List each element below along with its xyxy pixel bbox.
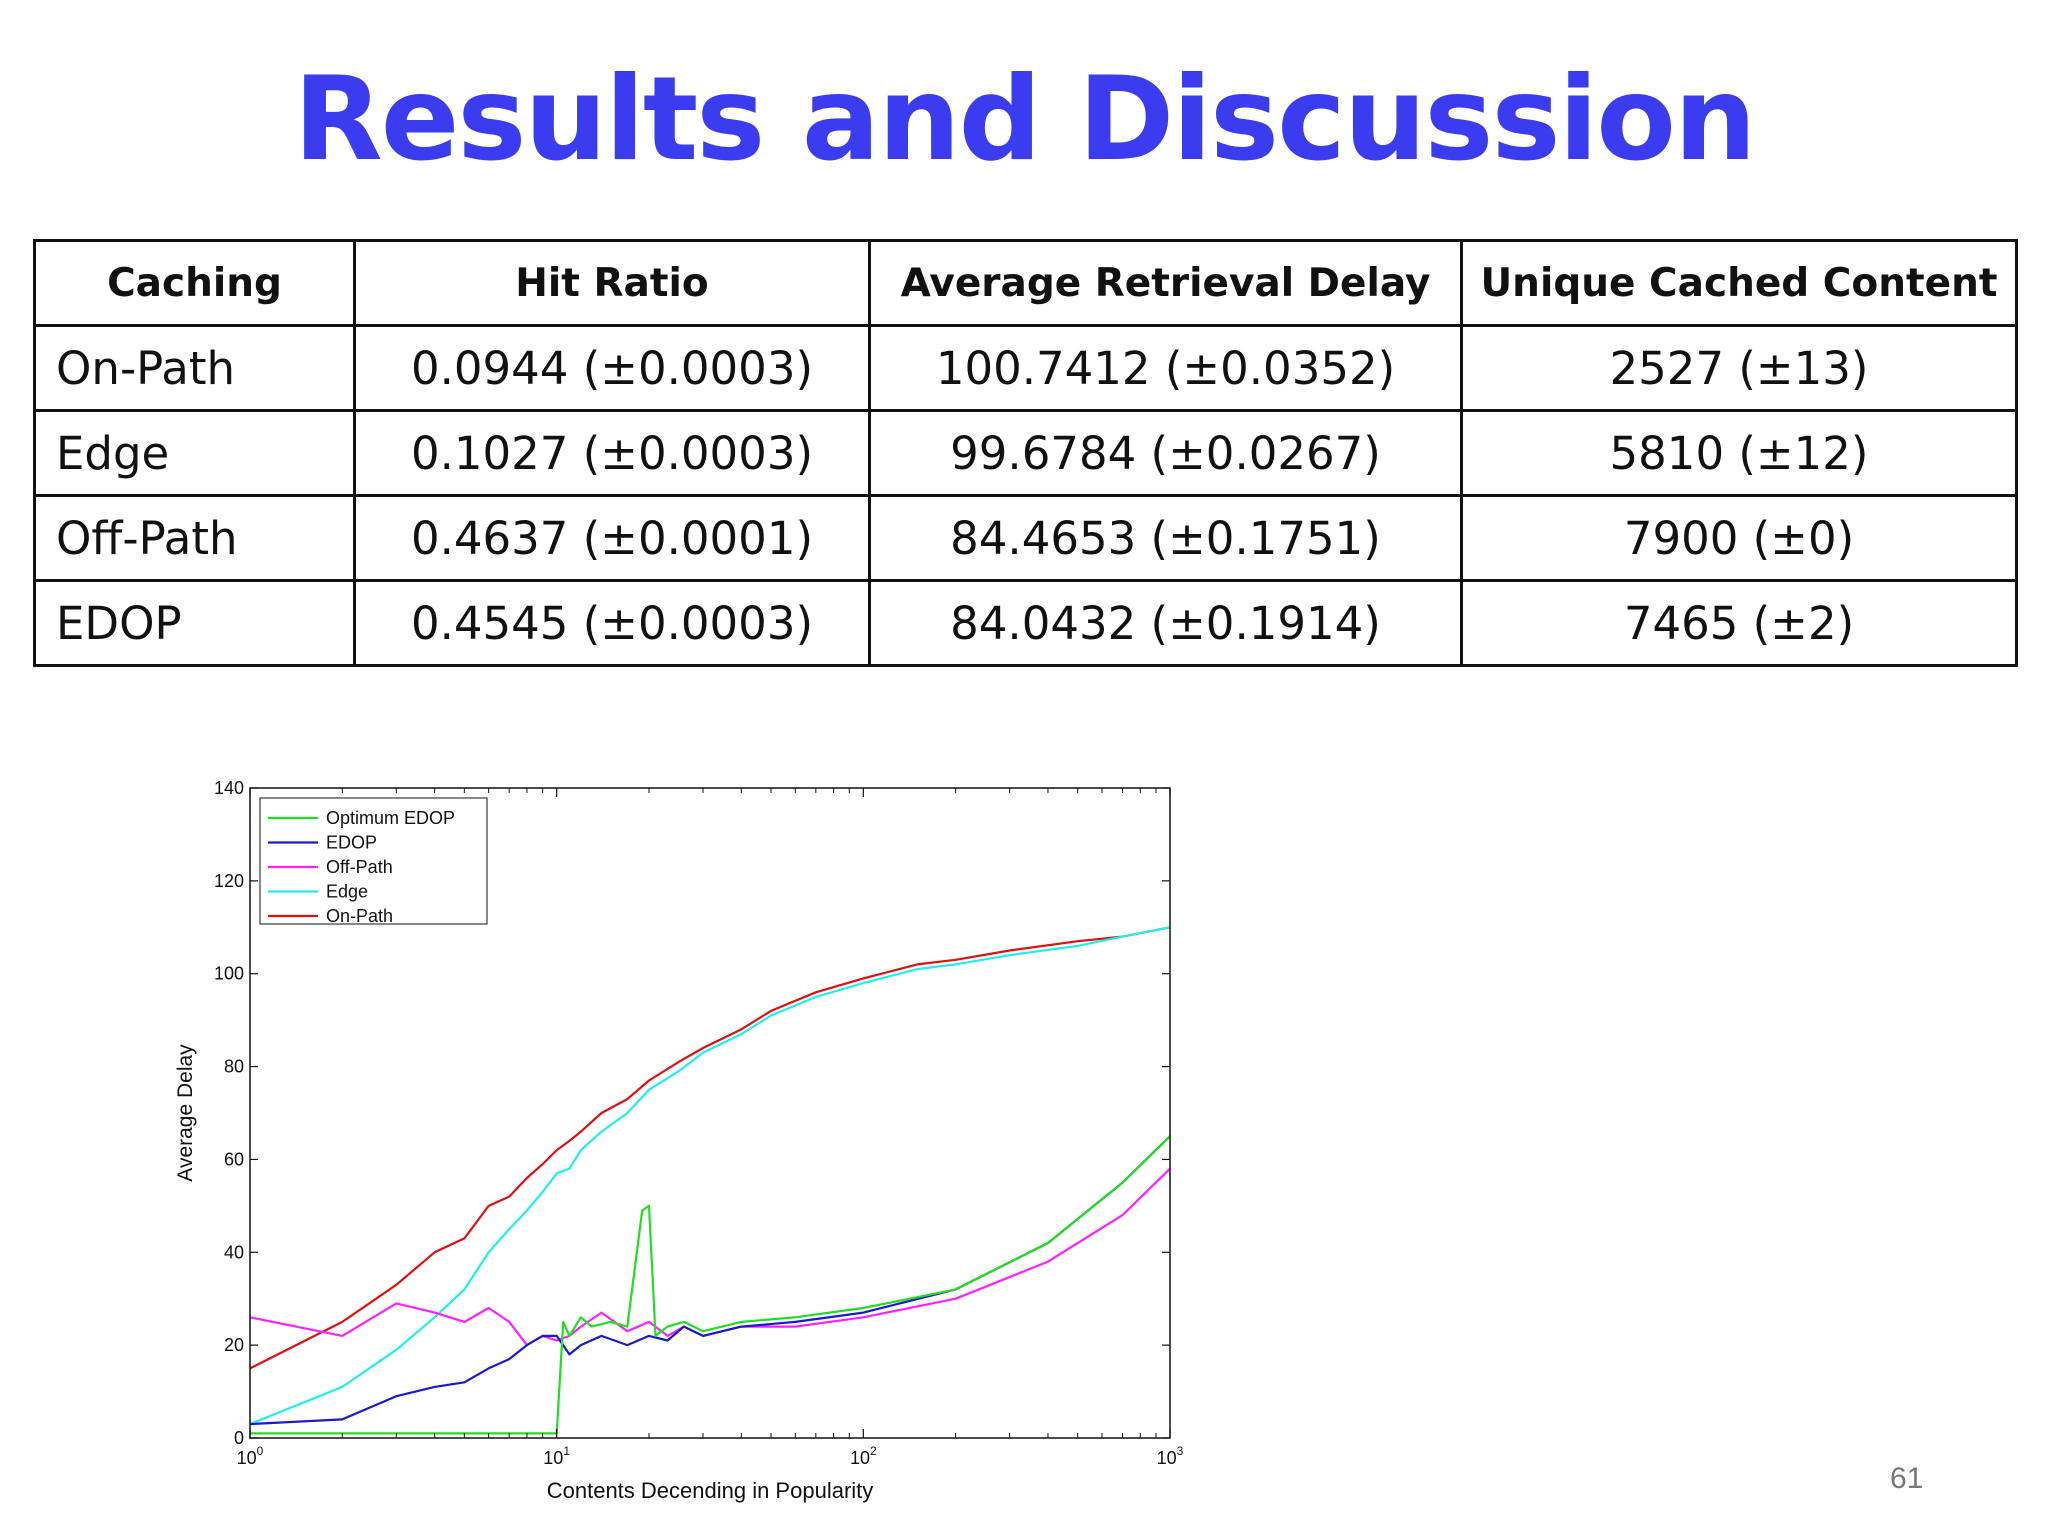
legend-label: Off-Path bbox=[326, 857, 393, 877]
legend: Optimum EDOP EDOP Off-Path Edge On-Path bbox=[259, 797, 488, 926]
cell-caching: Off-Path bbox=[33, 494, 356, 582]
header-caching: Caching bbox=[33, 239, 356, 327]
x-axis-label: Contents Decending in Popularity bbox=[547, 1478, 874, 1503]
header-unique-cached-content: Unique Cached Content bbox=[1460, 239, 2018, 327]
y-tick-label: 40 bbox=[224, 1242, 244, 1262]
cell-average-delay: 99.6784 (±0.0267) bbox=[868, 409, 1463, 497]
cell-caching: Edge bbox=[33, 409, 356, 497]
delay-chart: 0 20 40 60 80 100 120 140 100 101 102 103 Average D… bbox=[160, 770, 1210, 1510]
y-tick-label: 20 bbox=[224, 1335, 244, 1355]
page-number: 61 bbox=[1890, 1462, 1924, 1495]
series-line-on-path bbox=[249, 926, 1171, 1370]
series-line-off-path bbox=[249, 1167, 1171, 1347]
y-tick-label: 120 bbox=[214, 871, 244, 891]
y-tick-label: 0 bbox=[234, 1428, 244, 1448]
y-tick-label: 80 bbox=[224, 1057, 244, 1077]
cell-unique-content: 7900 (±0) bbox=[1460, 494, 2018, 582]
cell-hit-ratio: 0.1027 (±0.0003) bbox=[353, 409, 871, 497]
legend-label: EDOP bbox=[326, 833, 377, 853]
legend-label: On-Path bbox=[326, 906, 393, 926]
table-row: Off-Path 0.4637 (±0.0001) 84.4653 (±0.17… bbox=[33, 494, 2018, 582]
series-layer bbox=[249, 926, 1171, 1435]
cell-caching: EDOP bbox=[33, 579, 356, 667]
series-line-edge bbox=[249, 926, 1171, 1426]
delay-chart-svg: 0 20 40 60 80 100 120 140 100 101 102 103 Average D… bbox=[174, 778, 1184, 1503]
legend-label: Edge bbox=[326, 882, 368, 902]
series-line-optimum-edop bbox=[250, 1135, 1171, 1435]
slide-title: Results and Discussion bbox=[293, 52, 1756, 187]
cell-average-delay: 84.4653 (±0.1751) bbox=[868, 494, 1463, 582]
ticks-layer: 0 20 40 60 80 100 120 140 100 101 102 103 bbox=[214, 778, 1184, 1468]
cell-unique-content: 2527 (±13) bbox=[1460, 324, 2018, 412]
cell-unique-content: 5810 (±12) bbox=[1460, 409, 2018, 497]
cell-average-delay: 84.0432 (±0.1914) bbox=[868, 579, 1463, 667]
x-tick-label: 101 bbox=[543, 1444, 570, 1468]
cell-caching: On-Path bbox=[33, 324, 356, 412]
y-axis-label: Average Delay bbox=[174, 1044, 197, 1182]
x-tick-label: 103 bbox=[1157, 1444, 1184, 1468]
table-row: Edge 0.1027 (±0.0003) 99.6784 (±0.0267) … bbox=[33, 409, 2018, 497]
header-average-retrieval-delay: Average Retrieval Delay bbox=[868, 239, 1463, 327]
cell-unique-content: 7465 (±2) bbox=[1460, 579, 2018, 667]
series-line-edop bbox=[249, 1135, 1171, 1426]
cell-hit-ratio: 0.4637 (±0.0001) bbox=[353, 494, 871, 582]
y-tick-label: 60 bbox=[224, 1149, 244, 1169]
table-row: On-Path 0.0944 (±0.0003) 100.7412 (±0.03… bbox=[33, 324, 2018, 412]
cell-hit-ratio: 0.0944 (±0.0003) bbox=[353, 324, 871, 412]
x-tick-label: 100 bbox=[237, 1444, 264, 1468]
cell-hit-ratio: 0.4545 (±0.0003) bbox=[353, 579, 871, 667]
results-table: Caching Hit Ratio Average Retrieval Dela… bbox=[33, 239, 2018, 667]
header-hit-ratio: Hit Ratio bbox=[353, 239, 871, 327]
table-row: EDOP 0.4545 (±0.0003) 84.0432 (±0.1914) … bbox=[33, 579, 2018, 667]
cell-average-delay: 100.7412 (±0.0352) bbox=[868, 324, 1463, 412]
table-header-row: Caching Hit Ratio Average Retrieval Dela… bbox=[33, 239, 2018, 327]
legend-label: Optimum EDOP bbox=[326, 808, 455, 828]
x-tick-label: 102 bbox=[850, 1444, 877, 1468]
y-tick-label: 140 bbox=[214, 778, 244, 798]
y-tick-label: 100 bbox=[214, 964, 244, 984]
plot-frame bbox=[249, 787, 1171, 1439]
